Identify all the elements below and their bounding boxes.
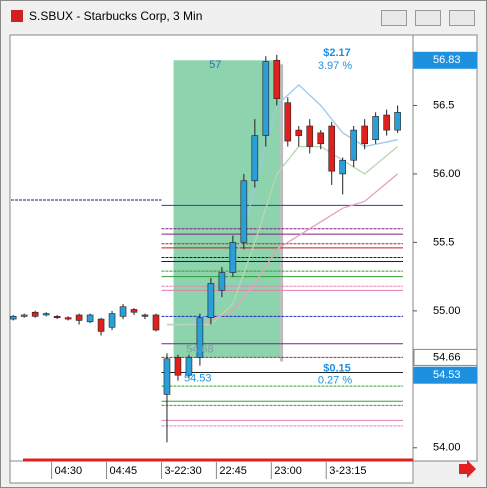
y-tick-label: 55.5 [433,236,454,248]
candle-body [86,314,94,323]
candle-body [240,180,248,243]
candle-body [31,311,39,317]
x-tick-label: 04:30 [55,465,83,477]
candle-body [229,242,237,273]
candle-body [42,313,50,316]
candle-body [196,317,204,358]
price-marker [413,51,478,69]
moving-average [166,84,398,326]
candle-body [339,159,347,175]
measure-label: 0.27 % [318,374,352,386]
candle-body [306,125,314,147]
measure-shadow [280,64,284,362]
price-marker-label: 56.83 [433,54,461,66]
x-tick-label: 3-23:15 [329,465,366,477]
candle-body [262,61,270,136]
chart: 54.00 55.00 55.5 56.00 56.5 04:30 04:45 3-22:30… [9,34,478,484]
price-marker [413,366,478,384]
candle-body [350,129,357,161]
candle-body [284,102,292,142]
candle-body [394,112,401,131]
candle-body [328,125,336,172]
candle-body [119,306,127,317]
measure-box [173,60,281,358]
x-tick-label: 3-22:30 [164,465,201,477]
measure-label: $2.17 [323,47,351,59]
measure-label: 54.53 [184,372,212,384]
close-button[interactable] [449,10,475,26]
y-tick-label: 56.00 [433,168,461,180]
measure-label: 57 [209,59,221,71]
candle-body [152,314,160,331]
x-tick-label: 23:00 [274,465,302,477]
x-tick-label: 04:45 [110,465,138,477]
price-marker-label: 54.66 [433,351,461,363]
measure-label: 54.68 [186,343,214,355]
candle-body [361,125,368,145]
candle-body [372,116,379,140]
app-icon [11,10,23,22]
scroll-arrow[interactable] [459,460,476,478]
candle-body [64,317,72,320]
candle-body [97,318,105,332]
candle-body [130,309,138,313]
x-tick-label: 22:45 [219,465,247,477]
candle-body [317,132,325,145]
candle-body [218,272,226,291]
y-tick-label: 54.00 [433,442,461,454]
candle-body [108,313,116,328]
title-bar: S.SBUX - Starbucks Corp, 3 Min [1,1,486,31]
candle-body [9,316,17,320]
price-marker-label: 54.53 [433,369,461,381]
measure-label: 3.97 % [318,60,352,72]
candle-body [251,135,259,182]
candle-body [295,129,303,136]
candle-body [163,358,171,395]
candle-body [174,357,182,376]
price-marker [413,348,478,366]
window-title: S.SBUX - Starbucks Corp, 3 Min [29,9,203,23]
minimize-button[interactable] [381,10,407,26]
candle-body [185,357,193,376]
candle-body [273,59,281,99]
candle-body [207,283,215,319]
maximize-button[interactable] [415,10,441,26]
candle-body [75,314,83,321]
measure-label: $0.15 [323,362,351,374]
y-tick-label: 55.00 [433,305,461,317]
candle-body [53,316,61,319]
candle-body [383,114,390,131]
y-tick-label: 56.5 [433,99,454,111]
moving-average [199,173,399,326]
candle-body [141,314,149,317]
candle-body [20,314,28,317]
